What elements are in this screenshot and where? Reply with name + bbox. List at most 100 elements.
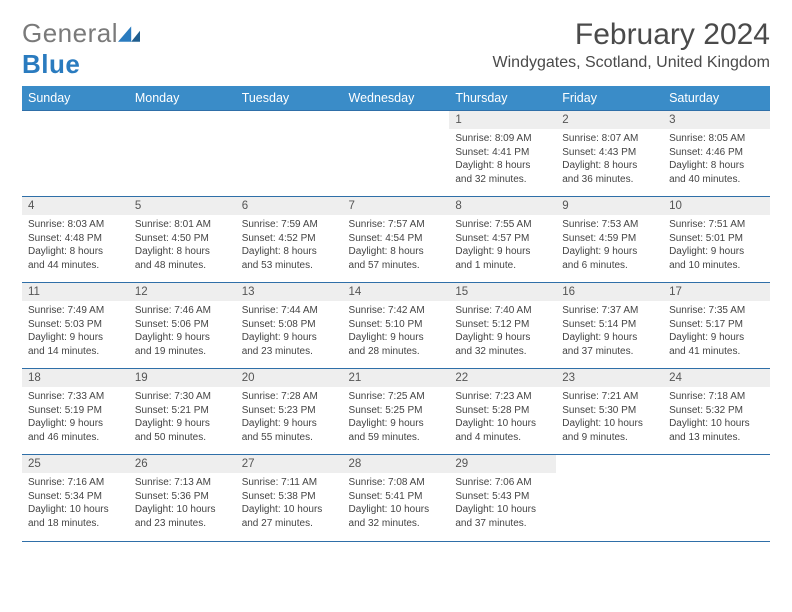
calendar-cell (343, 111, 450, 197)
sunrise-text: Sunrise: 8:09 AM (455, 132, 550, 146)
sunset-text: Sunset: 5:32 PM (669, 404, 764, 418)
sunset-text: Sunset: 5:30 PM (562, 404, 657, 418)
daylight-text: Daylight: 10 hours (562, 417, 657, 431)
day-details: Sunrise: 7:46 AMSunset: 5:06 PMDaylight:… (129, 301, 236, 362)
calendar-cell: 18Sunrise: 7:33 AMSunset: 5:19 PMDayligh… (22, 369, 129, 455)
weekday-header: Friday (556, 86, 663, 111)
calendar-cell: 8Sunrise: 7:55 AMSunset: 4:57 PMDaylight… (449, 197, 556, 283)
sunrise-text: Sunrise: 7:30 AM (135, 390, 230, 404)
calendar-table: Sunday Monday Tuesday Wednesday Thursday… (22, 86, 770, 541)
day-number: 8 (449, 197, 556, 215)
day-number: 7 (343, 197, 450, 215)
calendar-cell: 23Sunrise: 7:21 AMSunset: 5:30 PMDayligh… (556, 369, 663, 455)
calendar-cell: 29Sunrise: 7:06 AMSunset: 5:43 PMDayligh… (449, 455, 556, 541)
sunset-text: Sunset: 4:50 PM (135, 232, 230, 246)
day-details: Sunrise: 7:08 AMSunset: 5:41 PMDaylight:… (343, 473, 450, 534)
day-details: Sunrise: 7:21 AMSunset: 5:30 PMDaylight:… (556, 387, 663, 448)
day-number: 26 (129, 455, 236, 473)
day-details: Sunrise: 7:18 AMSunset: 5:32 PMDaylight:… (663, 387, 770, 448)
sunrise-text: Sunrise: 7:57 AM (349, 218, 444, 232)
daylight-text: Daylight: 9 hours (455, 245, 550, 259)
day-details: Sunrise: 7:49 AMSunset: 5:03 PMDaylight:… (22, 301, 129, 362)
daylight-text: and 57 minutes. (349, 259, 444, 273)
sunset-text: Sunset: 4:46 PM (669, 146, 764, 160)
calendar-week-row: 18Sunrise: 7:33 AMSunset: 5:19 PMDayligh… (22, 369, 770, 455)
day-details: Sunrise: 7:35 AMSunset: 5:17 PMDaylight:… (663, 301, 770, 362)
sunrise-text: Sunrise: 7:33 AM (28, 390, 123, 404)
day-number: 4 (22, 197, 129, 215)
sunrise-text: Sunrise: 8:07 AM (562, 132, 657, 146)
day-number: 27 (236, 455, 343, 473)
daylight-text: and 23 minutes. (242, 345, 337, 359)
daylight-text: Daylight: 8 hours (455, 159, 550, 173)
daylight-text: and 44 minutes. (28, 259, 123, 273)
sunrise-text: Sunrise: 7:44 AM (242, 304, 337, 318)
day-number: 29 (449, 455, 556, 473)
calendar-cell: 26Sunrise: 7:13 AMSunset: 5:36 PMDayligh… (129, 455, 236, 541)
sunrise-text: Sunrise: 7:35 AM (669, 304, 764, 318)
day-number: 15 (449, 283, 556, 301)
calendar-cell (663, 455, 770, 541)
sunset-text: Sunset: 5:17 PM (669, 318, 764, 332)
sunrise-text: Sunrise: 7:13 AM (135, 476, 230, 490)
day-details: Sunrise: 7:55 AMSunset: 4:57 PMDaylight:… (449, 215, 556, 276)
daylight-text: Daylight: 9 hours (135, 331, 230, 345)
calendar-cell: 10Sunrise: 7:51 AMSunset: 5:01 PMDayligh… (663, 197, 770, 283)
calendar-cell: 13Sunrise: 7:44 AMSunset: 5:08 PMDayligh… (236, 283, 343, 369)
calendar-week-row: 4Sunrise: 8:03 AMSunset: 4:48 PMDaylight… (22, 197, 770, 283)
sunset-text: Sunset: 5:43 PM (455, 490, 550, 504)
calendar-cell (236, 111, 343, 197)
daylight-text: and 13 minutes. (669, 431, 764, 445)
daylight-text: Daylight: 8 hours (28, 245, 123, 259)
daylight-text: Daylight: 9 hours (562, 331, 657, 345)
sunrise-text: Sunrise: 7:40 AM (455, 304, 550, 318)
sunrise-text: Sunrise: 8:03 AM (28, 218, 123, 232)
sunrise-text: Sunrise: 7:51 AM (669, 218, 764, 232)
day-number: 5 (129, 197, 236, 215)
day-number: 6 (236, 197, 343, 215)
day-number: 25 (22, 455, 129, 473)
calendar-cell: 9Sunrise: 7:53 AMSunset: 4:59 PMDaylight… (556, 197, 663, 283)
calendar-cell: 3Sunrise: 8:05 AMSunset: 4:46 PMDaylight… (663, 111, 770, 197)
day-details: Sunrise: 7:06 AMSunset: 5:43 PMDaylight:… (449, 473, 556, 534)
day-number: 19 (129, 369, 236, 387)
logo-mark-icon (118, 24, 140, 42)
sunset-text: Sunset: 4:59 PM (562, 232, 657, 246)
sunrise-text: Sunrise: 7:55 AM (455, 218, 550, 232)
sunrise-text: Sunrise: 8:01 AM (135, 218, 230, 232)
day-number: 14 (343, 283, 450, 301)
daylight-text: Daylight: 10 hours (455, 417, 550, 431)
calendar-cell: 6Sunrise: 7:59 AMSunset: 4:52 PMDaylight… (236, 197, 343, 283)
calendar-cell (556, 455, 663, 541)
day-details: Sunrise: 8:01 AMSunset: 4:50 PMDaylight:… (129, 215, 236, 276)
sunset-text: Sunset: 5:21 PM (135, 404, 230, 418)
sunset-text: Sunset: 4:43 PM (562, 146, 657, 160)
daylight-text: and 55 minutes. (242, 431, 337, 445)
day-details: Sunrise: 7:59 AMSunset: 4:52 PMDaylight:… (236, 215, 343, 276)
daylight-text: Daylight: 9 hours (669, 331, 764, 345)
daylight-text: Daylight: 10 hours (349, 503, 444, 517)
daylight-text: and 10 minutes. (669, 259, 764, 273)
sunrise-text: Sunrise: 7:49 AM (28, 304, 123, 318)
day-number: 16 (556, 283, 663, 301)
day-details: Sunrise: 7:33 AMSunset: 5:19 PMDaylight:… (22, 387, 129, 448)
sunrise-text: Sunrise: 7:42 AM (349, 304, 444, 318)
day-details: Sunrise: 7:44 AMSunset: 5:08 PMDaylight:… (236, 301, 343, 362)
calendar-cell: 7Sunrise: 7:57 AMSunset: 4:54 PMDaylight… (343, 197, 450, 283)
daylight-text: Daylight: 9 hours (455, 331, 550, 345)
sunrise-text: Sunrise: 7:28 AM (242, 390, 337, 404)
calendar-cell: 19Sunrise: 7:30 AMSunset: 5:21 PMDayligh… (129, 369, 236, 455)
daylight-text: and 14 minutes. (28, 345, 123, 359)
daylight-text: Daylight: 9 hours (349, 417, 444, 431)
calendar-cell: 4Sunrise: 8:03 AMSunset: 4:48 PMDaylight… (22, 197, 129, 283)
day-details: Sunrise: 7:30 AMSunset: 5:21 PMDaylight:… (129, 387, 236, 448)
daylight-text: and 40 minutes. (669, 173, 764, 187)
daylight-text: and 37 minutes. (562, 345, 657, 359)
daylight-text: Daylight: 9 hours (349, 331, 444, 345)
title-block: February 2024 Windygates, Scotland, Unit… (493, 18, 770, 82)
day-details: Sunrise: 7:53 AMSunset: 4:59 PMDaylight:… (556, 215, 663, 276)
day-details: Sunrise: 7:37 AMSunset: 5:14 PMDaylight:… (556, 301, 663, 362)
calendar-cell: 17Sunrise: 7:35 AMSunset: 5:17 PMDayligh… (663, 283, 770, 369)
sunset-text: Sunset: 4:54 PM (349, 232, 444, 246)
daylight-text: Daylight: 9 hours (28, 417, 123, 431)
